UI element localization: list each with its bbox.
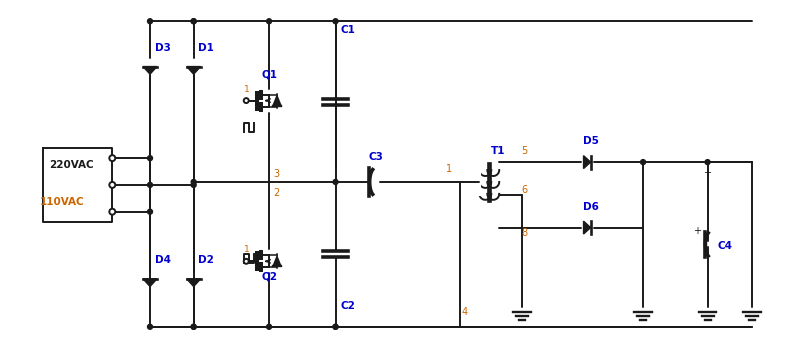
Text: C3: C3 xyxy=(368,152,383,162)
Circle shape xyxy=(191,19,196,24)
Text: D2: D2 xyxy=(197,255,213,265)
Text: +: + xyxy=(702,168,710,178)
Text: D6: D6 xyxy=(581,202,597,212)
Polygon shape xyxy=(187,67,200,74)
Text: C2: C2 xyxy=(340,301,355,311)
Text: 110VAC: 110VAC xyxy=(40,197,84,207)
Polygon shape xyxy=(583,155,590,168)
Circle shape xyxy=(191,19,196,24)
Text: D4: D4 xyxy=(155,255,171,265)
Circle shape xyxy=(333,179,338,184)
Text: 8: 8 xyxy=(520,227,527,238)
Text: Q1: Q1 xyxy=(261,70,277,80)
Polygon shape xyxy=(273,256,281,266)
Text: D5: D5 xyxy=(581,136,597,146)
Text: 2: 2 xyxy=(273,188,279,198)
Text: Q2: Q2 xyxy=(261,271,277,281)
Text: 1: 1 xyxy=(244,245,249,254)
Text: 3: 3 xyxy=(273,169,279,179)
Circle shape xyxy=(191,179,196,184)
Circle shape xyxy=(109,209,115,215)
Circle shape xyxy=(109,182,115,188)
Text: C1: C1 xyxy=(340,25,355,35)
Text: +: + xyxy=(692,226,700,236)
Circle shape xyxy=(148,209,152,214)
Circle shape xyxy=(244,259,249,264)
Polygon shape xyxy=(143,67,156,74)
Text: 1: 1 xyxy=(445,164,452,174)
Circle shape xyxy=(109,155,115,161)
Polygon shape xyxy=(143,279,156,286)
Polygon shape xyxy=(583,221,590,234)
Circle shape xyxy=(191,324,196,329)
Polygon shape xyxy=(187,279,200,286)
Text: 1: 1 xyxy=(244,85,249,94)
Circle shape xyxy=(191,324,196,329)
Text: T1: T1 xyxy=(491,146,505,156)
Circle shape xyxy=(333,324,338,329)
Text: C4: C4 xyxy=(716,241,731,251)
Text: D3: D3 xyxy=(155,43,171,53)
Text: D1: D1 xyxy=(197,43,213,53)
Circle shape xyxy=(333,19,338,24)
Circle shape xyxy=(148,183,152,187)
Text: 4: 4 xyxy=(461,307,467,317)
Circle shape xyxy=(266,324,271,329)
Circle shape xyxy=(148,19,152,24)
Circle shape xyxy=(266,19,271,24)
Circle shape xyxy=(148,155,152,161)
Polygon shape xyxy=(273,95,281,106)
Circle shape xyxy=(148,324,152,329)
Circle shape xyxy=(704,160,709,165)
Circle shape xyxy=(333,324,338,329)
Text: 6: 6 xyxy=(520,185,527,195)
Circle shape xyxy=(244,98,249,103)
Text: 5: 5 xyxy=(520,146,527,156)
Circle shape xyxy=(191,183,196,187)
Circle shape xyxy=(640,160,645,165)
Text: 220VAC: 220VAC xyxy=(49,160,93,170)
